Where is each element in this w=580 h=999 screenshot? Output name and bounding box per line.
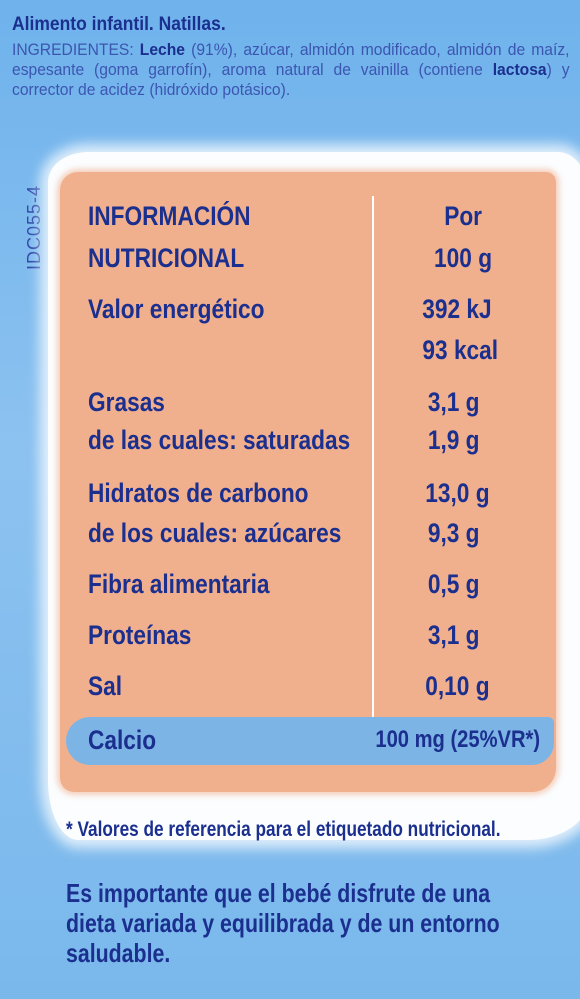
nutrient-value: 1,9 g	[428, 425, 480, 455]
nutrient-label: Fibra alimentaria	[88, 569, 270, 599]
nutrient-label: Hidratos de carbono	[88, 478, 309, 508]
nutrient-label: Proteínas	[88, 620, 192, 650]
product-title: Alimento infantil. Natillas.	[12, 14, 226, 35]
advice-text: Es importante que el bebé disfrute de un…	[66, 878, 500, 968]
side-code: IDC055-4	[24, 185, 44, 271]
table-header-value: Por	[444, 201, 482, 231]
nutrient-label: de las cuales: saturadas	[88, 425, 351, 455]
peach-table-background	[60, 172, 556, 792]
table-header-value: 100 g	[434, 243, 492, 273]
nutrient-value: 93 kcal	[422, 335, 498, 365]
nutrient-label: Sal	[88, 671, 123, 701]
nutrient-label: Valor energético	[88, 294, 265, 324]
nutrient-label: Grasas	[88, 387, 165, 417]
ingredients-text: INGREDIENTES: Leche (91%), azúcar, almid…	[12, 40, 570, 100]
column-divider	[372, 196, 374, 756]
table-header-label: INFORMACIÓN	[88, 201, 251, 231]
table-header-label: NUTRICIONAL	[88, 243, 245, 273]
calcium-highlight-bar	[66, 717, 554, 765]
ingredients-part-2: ) y corrector de acidez (hidróxido potás…	[12, 60, 570, 99]
ingredient-lactose: lactosa	[492, 60, 547, 79]
nutrient-value: 3,1 g	[428, 620, 480, 650]
nutrient-value: 392 kJ	[422, 294, 492, 324]
nutrient-value: 100 mg (25%VR*)	[375, 726, 540, 753]
ingredients-label: INGREDIENTES:	[12, 40, 134, 59]
nutrient-value: 0,10 g	[425, 671, 490, 701]
nutrient-label: de los cuales: azúcares	[88, 518, 342, 548]
nutrient-value: 0,5 g	[428, 569, 480, 599]
nutrient-value: 9,3 g	[428, 518, 480, 548]
footnote: * Valores de referencia para el etiqueta…	[66, 818, 501, 841]
nutrient-value: 13,0 g	[425, 478, 490, 508]
ingredient-milk: Leche	[139, 40, 186, 59]
nutrient-label: Calcio	[88, 725, 157, 755]
ingredients-part-1: (91%), azúcar, almidón modificado, almid…	[12, 40, 570, 79]
nutrient-value: 3,1 g	[428, 387, 480, 417]
